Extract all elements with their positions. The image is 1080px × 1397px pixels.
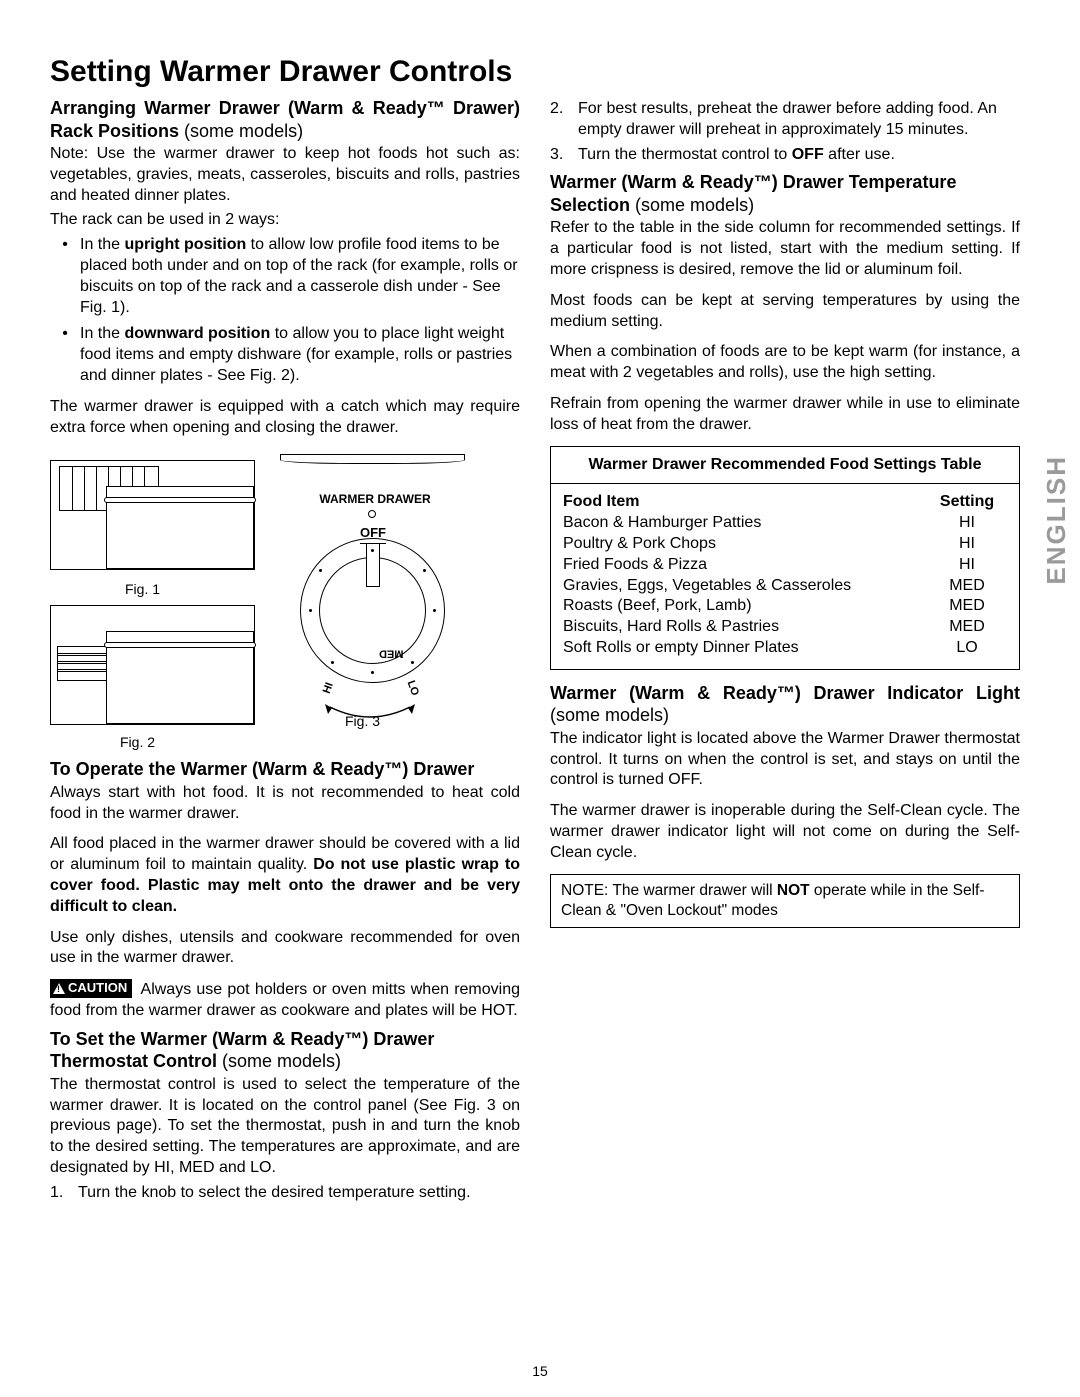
step-number: 1. (50, 1183, 78, 1204)
step-text: Turn the knob to select the desired temp… (78, 1183, 520, 1204)
heading-rack-positions: Arranging Warmer Drawer (Warm & Ready™ D… (50, 97, 520, 142)
operate-p3: Use only dishes, utensils and cookware r… (50, 928, 520, 970)
table-row: Poultry & Pork ChopsHI (563, 534, 1007, 555)
figures-area: Fig. 1 Fig. 2 WARMER DRAWER OFF (50, 450, 470, 750)
list-item: 3.Turn the thermostat control to OFF aft… (550, 145, 1020, 166)
list-item: 1.Turn the knob to select the desired te… (50, 1183, 520, 1204)
thermostat-steps-cont: 2.For best results, preheat the drawer b… (550, 99, 1020, 165)
list-item: •In the upright position to allow low pr… (50, 235, 520, 318)
figure-1-drawer (50, 460, 255, 570)
page-title: Setting Warmer Drawer Controls (50, 55, 1030, 89)
fig3-label: Fig. 3 (345, 712, 380, 730)
temp-p1: Refer to the table in the side column fo… (550, 218, 1020, 280)
food-cell: Poultry & Pork Chops (563, 534, 927, 555)
knob-med-label: MED (379, 646, 403, 660)
step-number: 3. (550, 145, 578, 166)
food-cell: Gravies, Eggs, Vegetables & Casseroles (563, 576, 927, 597)
caution-badge: CAUTION (50, 979, 132, 998)
col-setting: Setting (927, 492, 1007, 513)
list-text: In the upright position to allow low pro… (80, 235, 520, 318)
heading-sub: (some models) (635, 195, 754, 215)
indicator-led-icon (368, 510, 376, 518)
food-cell: Roasts (Beef, Pork, Lamb) (563, 596, 927, 617)
table-row: Soft Rolls or empty Dinner PlatesLO (563, 638, 1007, 659)
thermostat-text: The thermostat control is used to select… (50, 1075, 520, 1179)
setting-cell: LO (927, 638, 1007, 659)
setting-cell: MED (927, 596, 1007, 617)
step-text: Turn the thermostat control to OFF after… (578, 145, 1020, 166)
caution-label: CAUTION (68, 980, 127, 997)
table-title: Warmer Drawer Recommended Food Settings … (551, 455, 1019, 485)
bullet-icon: • (50, 324, 80, 386)
note-box: NOTE: The warmer drawer will NOT operate… (550, 874, 1020, 928)
setting-cell: MED (927, 576, 1007, 597)
list-item: •In the downward position to allow you t… (50, 324, 520, 386)
knob-title: WARMER DRAWER (290, 492, 460, 508)
knob-dial-icon: LO MED HI (300, 538, 445, 683)
figure-3-knob: WARMER DRAWER OFF LO MED HI (280, 460, 460, 710)
warning-triangle-icon (53, 983, 65, 994)
caution-paragraph: CAUTION Always use pot holders or oven m… (50, 979, 520, 1022)
indicator-p2: The warmer drawer is inoperable during t… (550, 801, 1020, 863)
note-text: NOTE: The warmer drawer will (561, 882, 777, 899)
setting-cell: HI (927, 513, 1007, 534)
bullet-icon: • (50, 235, 80, 318)
note-text: Note: Use the warmer drawer to keep hot … (50, 144, 520, 206)
table-row: Biscuits, Hard Rolls & PastriesMED (563, 617, 1007, 638)
setting-cell: MED (927, 617, 1007, 638)
table-row: Bacon & Hamburger PattiesHI (563, 513, 1007, 534)
language-tab: ENGLISH (1041, 455, 1072, 585)
temp-p2: Most foods can be kept at serving temper… (550, 291, 1020, 333)
heading-text: Warmer (Warm & Ready™) Drawer Indicator … (550, 683, 1020, 703)
list-item: 2.For best results, preheat the drawer b… (550, 99, 1020, 141)
note-bold: NOT (777, 882, 810, 899)
content-columns: Arranging Warmer Drawer (Warm & Ready™ D… (50, 95, 1030, 1210)
table-body: Bacon & Hamburger PattiesHIPoultry & Por… (563, 513, 1007, 659)
table-row: Gravies, Eggs, Vegetables & CasserolesME… (563, 576, 1007, 597)
food-cell: Biscuits, Hard Rolls & Pastries (563, 617, 927, 638)
food-cell: Soft Rolls or empty Dinner Plates (563, 638, 927, 659)
fig2-label: Fig. 2 (120, 733, 155, 751)
list-text: In the downward position to allow you to… (80, 324, 520, 386)
table-row: Fried Foods & PizzaHI (563, 555, 1007, 576)
heading-thermostat: To Set the Warmer (Warm & Ready™) Drawer… (50, 1028, 520, 1073)
food-cell: Fried Foods & Pizza (563, 555, 927, 576)
catch-text: The warmer drawer is equipped with a cat… (50, 397, 520, 439)
table-row: Roasts (Beef, Pork, Lamb)MED (563, 596, 1007, 617)
page-number: 15 (0, 1363, 1080, 1379)
rack-ways-list: •In the upright position to allow low pr… (50, 235, 520, 387)
heading-temp-selection: Warmer (Warm & Ready™) Drawer Temperatur… (550, 171, 1020, 216)
col-food: Food Item (563, 492, 927, 513)
temp-p3: When a combination of foods are to be ke… (550, 342, 1020, 384)
food-cell: Bacon & Hamburger Patties (563, 513, 927, 534)
right-column: 2.For best results, preheat the drawer b… (550, 95, 1020, 1210)
left-column: Arranging Warmer Drawer (Warm & Ready™ D… (50, 95, 520, 1210)
knob-hi-label: HI (320, 681, 337, 696)
setting-cell: HI (927, 555, 1007, 576)
knob-lo-label: LO (403, 679, 422, 698)
heading-operate: To Operate the Warmer (Warm & Ready™) Dr… (50, 758, 520, 781)
rack-intro: The rack can be used in 2 ways: (50, 210, 520, 231)
step-number: 2. (550, 99, 578, 141)
heading-sub: (some models) (550, 705, 669, 725)
thermostat-steps: 1.Turn the knob to select the desired te… (50, 1183, 520, 1204)
setting-cell: HI (927, 534, 1007, 555)
table-header: Food Item Setting (563, 492, 1007, 513)
fig1-label: Fig. 1 (125, 580, 160, 598)
operate-p2: All food placed in the warmer drawer sho… (50, 834, 520, 917)
temp-p4: Refrain from opening the warmer drawer w… (550, 394, 1020, 436)
indicator-p1: The indicator light is located above the… (550, 729, 1020, 791)
operate-p1: Always start with hot food. It is not re… (50, 783, 520, 825)
step-text: For best results, preheat the drawer bef… (578, 99, 1020, 141)
figure-2-drawer (50, 605, 255, 725)
heading-indicator: Warmer (Warm & Ready™) Drawer Indicator … (550, 682, 1020, 727)
heading-sub: (some models) (184, 121, 303, 141)
settings-table: Warmer Drawer Recommended Food Settings … (550, 446, 1020, 670)
heading-sub: (some models) (222, 1051, 341, 1071)
